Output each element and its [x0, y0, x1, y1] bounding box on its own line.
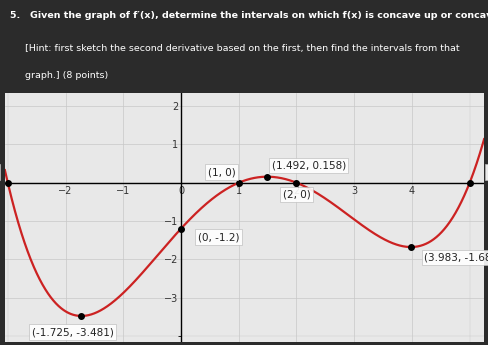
Text: 5.   Given the graph of f′(x), determine the intervals on which f(x) is concave : 5. Given the graph of f′(x), determine t…: [10, 11, 488, 20]
Text: [Hint: first sketch the second derivative based on the first, then find the inte: [Hint: first sketch the second derivativ…: [10, 44, 458, 53]
Text: (2, 0): (2, 0): [282, 189, 310, 199]
Text: (1, 0): (1, 0): [207, 167, 235, 177]
Text: (5, 0): (5, 0): [487, 167, 488, 177]
Text: (1.492, 0.158): (1.492, 0.158): [271, 160, 345, 170]
Text: graph.] (8 points): graph.] (8 points): [10, 71, 108, 80]
Text: (3.983, -1.68): (3.983, -1.68): [424, 253, 488, 263]
Text: (-1.725, -3.481): (-1.725, -3.481): [32, 327, 113, 337]
Text: (0, -1.2): (0, -1.2): [197, 232, 239, 242]
